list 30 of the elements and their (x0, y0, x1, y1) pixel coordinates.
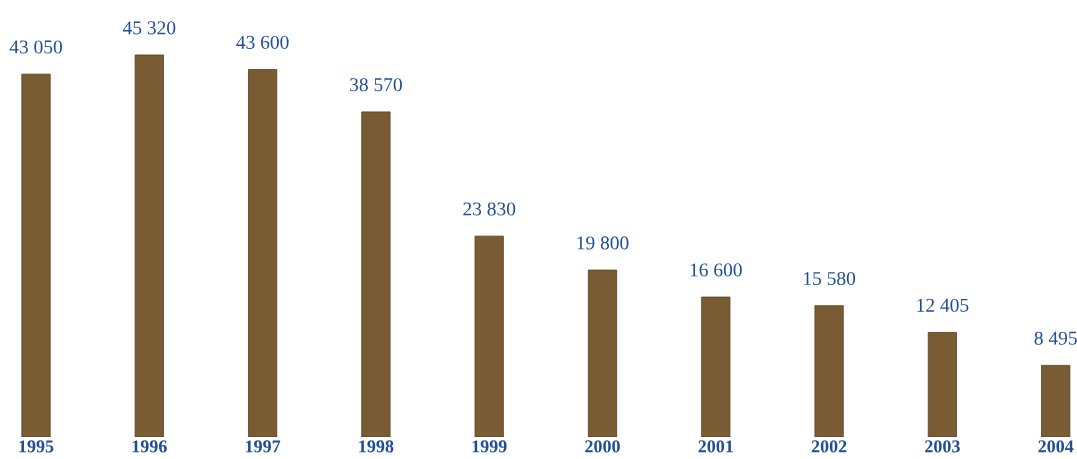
data-label: 38 570 (350, 78, 402, 92)
x-tick-label: 2001 (698, 440, 733, 453)
x-tick-label: 2002 (811, 440, 847, 453)
data-label: 23 830 (463, 202, 516, 216)
data-label: 43 050 (9, 40, 62, 54)
data-label: 43 600 (236, 35, 289, 49)
data-label: 19 800 (577, 236, 629, 250)
bar (134, 54, 164, 437)
x-tick-label: 2004 (1038, 440, 1074, 453)
data-label: 15 580 (804, 271, 856, 286)
bar (1041, 364, 1071, 437)
bar (474, 235, 504, 437)
bar (814, 305, 844, 437)
bar (361, 111, 391, 437)
x-tick-label: 1999 (472, 440, 507, 453)
data-label: 12 405 (917, 298, 969, 312)
x-tick-label: 2003 (925, 440, 960, 453)
data-label: 8 495 (1034, 331, 1077, 345)
x-tick-label: 2000 (585, 440, 620, 453)
bar (587, 269, 618, 437)
x-tick-label: 1997 (245, 440, 281, 453)
data-label: 16 600 (690, 263, 742, 277)
bar (21, 73, 51, 437)
bar (701, 296, 731, 437)
x-tick-label: 1998 (359, 440, 394, 453)
data-label: 45 320 (122, 21, 176, 35)
x-tick-label: 1996 (132, 440, 167, 453)
x-tick-label: 1995 (19, 440, 54, 453)
bar (927, 332, 957, 437)
bar (248, 69, 278, 437)
